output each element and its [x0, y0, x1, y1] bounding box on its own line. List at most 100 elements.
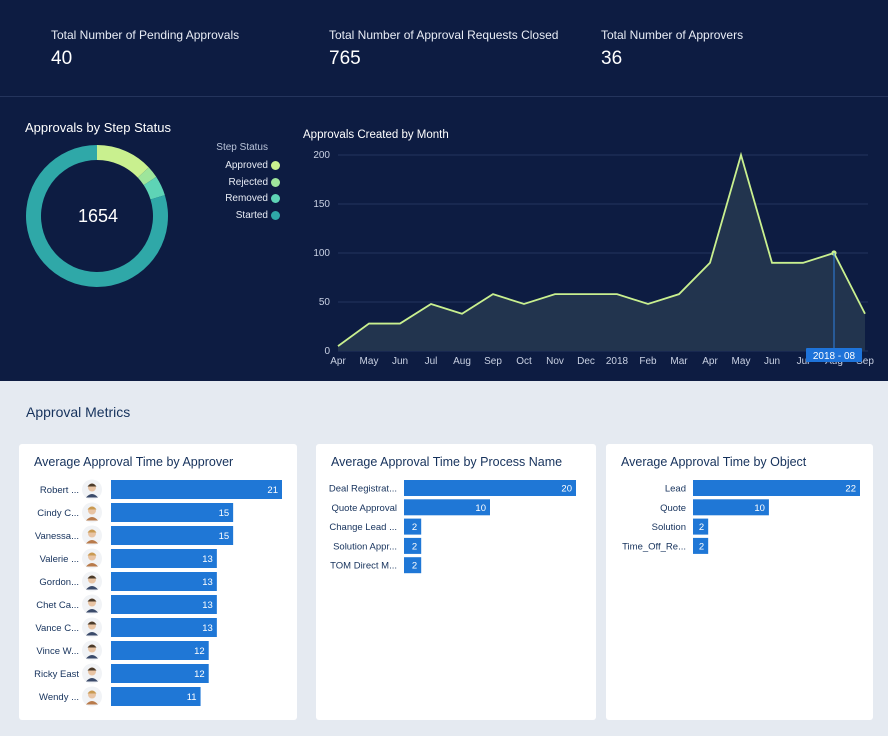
bar-category-label: Time_Off_Re...: [622, 541, 686, 552]
bar[interactable]: [111, 526, 234, 545]
avatar-icon: [82, 571, 102, 592]
bar[interactable]: [111, 480, 282, 499]
legend-label: Approved: [225, 160, 268, 171]
bar-category-label: Solution Appr...: [333, 541, 397, 552]
kpi-value: 36: [601, 48, 623, 69]
x-tick-label: Sep: [484, 356, 502, 367]
bar-category-label: Wendy ...: [39, 692, 79, 703]
legend-label: Removed: [225, 193, 268, 204]
legend-label: Rejected: [228, 176, 268, 188]
bar-value-label: 10: [754, 503, 765, 514]
bar[interactable]: [111, 572, 217, 591]
dashboard-header-panel: Total Number of Pending Approvals 40 Tot…: [0, 0, 888, 381]
avatar-icon: [82, 686, 102, 707]
kpi-pending-approvals[interactable]: Total Number of Pending Approvals 40: [51, 28, 239, 70]
bar-category-label: Cindy C...: [37, 508, 79, 519]
bar-category-label: Lead: [665, 484, 686, 495]
x-tick-label: Nov: [546, 356, 564, 367]
legend-title: Step Status: [216, 142, 268, 153]
kpi-label: Total Number of Approval Requests Closed: [329, 28, 559, 42]
approver-card: Average Approval Time by Approver Robert…: [19, 444, 297, 720]
bar-value-label: 13: [202, 623, 213, 634]
bar-value-label: 2: [412, 541, 417, 552]
bar[interactable]: [693, 480, 860, 496]
bar-value-label: 13: [202, 600, 213, 611]
y-tick-label: 150: [313, 199, 330, 210]
bar[interactable]: [693, 499, 769, 516]
bar-category-label: Chet Ca...: [36, 600, 79, 611]
legend-item-started[interactable]: Started: [180, 208, 300, 225]
bar-category-label: TOM Direct M...: [330, 561, 397, 572]
donut-chart[interactable]: [0, 140, 200, 300]
bar-value-label: 2: [699, 541, 704, 552]
bar[interactable]: [404, 557, 422, 574]
x-tick-label: Jul: [797, 356, 810, 367]
process-bar-chart[interactable]: Deal Registrat... 20 Quote Approval 10 Chang…: [316, 444, 596, 720]
legend-item-removed[interactable]: Removed: [180, 191, 300, 208]
legend-dot: [271, 161, 280, 170]
donut-slice-removed[interactable]: [143, 176, 165, 200]
bar[interactable]: [404, 499, 490, 516]
bar-value-label: 12: [194, 646, 205, 657]
kpi-requests-closed[interactable]: Total Number of Approval Requests Closed…: [329, 28, 558, 70]
kpi-value: 40: [51, 48, 73, 69]
bar[interactable]: [111, 641, 209, 660]
legend-item-approved[interactable]: Approved: [180, 158, 300, 175]
bar-value-label: 13: [202, 554, 213, 565]
y-tick-label: 200: [313, 150, 330, 161]
bar-category-label: Change Lead ...: [329, 522, 397, 533]
donut-slice-rejected[interactable]: [137, 167, 157, 186]
bar-value-label: 21: [267, 485, 278, 496]
bar[interactable]: [111, 664, 209, 683]
bar[interactable]: [111, 595, 217, 614]
bar-category-label: Gordon...: [39, 577, 79, 588]
donut-center-total: 1654: [77, 206, 119, 226]
legend-label: Started: [235, 209, 268, 221]
legend-dot: [271, 210, 280, 220]
bar-value-label: 15: [219, 508, 230, 519]
x-tick-label: Apr: [702, 356, 718, 367]
bar[interactable]: [404, 518, 422, 535]
donut-slice-approved[interactable]: [97, 145, 149, 178]
tooltip-badge: 2018 - 08: [806, 348, 862, 362]
area-fill: [338, 155, 865, 351]
bar[interactable]: [111, 549, 217, 568]
x-tick-label: Jun: [392, 356, 408, 367]
bar-value-label: 2: [699, 522, 704, 533]
bar-value-label: 15: [219, 531, 230, 542]
x-tick-label: Mar: [670, 356, 688, 367]
bar[interactable]: [111, 687, 201, 706]
approver-bar-chart[interactable]: Robert ... 21 Cindy C... 15 Vanessa... 15 Vale…: [19, 444, 297, 720]
kpi-value: 765: [329, 48, 361, 69]
bar-category-label: Quote Approval: [332, 503, 398, 514]
series-line[interactable]: [337, 151, 866, 347]
kpi-label: Total Number of Approvers: [601, 28, 744, 42]
y-tick-label: 0: [324, 346, 330, 357]
bar[interactable]: [111, 618, 217, 637]
bar-value-label: 13: [202, 577, 213, 588]
kpi-row: Total Number of Pending Approvals 40 Tot…: [0, 0, 888, 97]
bar-value-label: 12: [194, 669, 205, 680]
bar[interactable]: [404, 537, 422, 554]
card-title: Average Approval Time by Process Name: [331, 455, 563, 469]
avatar-icon: [82, 525, 102, 546]
x-tick-label: 2018: [606, 356, 629, 367]
x-tick-label: May: [360, 356, 379, 367]
x-tick-label: Oct: [516, 356, 532, 367]
bar[interactable]: [111, 503, 234, 522]
bar-category-label: Vanessa...: [35, 531, 79, 542]
object-bar-chart[interactable]: Lead 22 Quote 10 Solution 2 Time_Off_Re... 2: [606, 444, 873, 720]
card-title: Average Approval Time by Object: [621, 455, 807, 469]
donut-chart-title: Approvals by Step Status: [25, 120, 171, 135]
bar[interactable]: [404, 480, 576, 496]
bar[interactable]: [693, 537, 709, 554]
kpi-approvers[interactable]: Total Number of Approvers 36: [601, 28, 743, 70]
line-chart[interactable]: 0 50 100 150 200 Apr May Jun Jul Aug Sep Oct Nov Dec 2…: [300, 140, 880, 375]
legend-item-rejected[interactable]: Rejected: [180, 175, 300, 192]
bar-value-label: 20: [561, 484, 572, 495]
bar-category-label: Valerie ...: [40, 554, 79, 565]
bar-category-label: Robert ...: [40, 485, 79, 496]
bar[interactable]: [693, 518, 709, 535]
section-title: Approval Metrics: [26, 404, 131, 420]
x-tick-label: Feb: [639, 356, 657, 367]
